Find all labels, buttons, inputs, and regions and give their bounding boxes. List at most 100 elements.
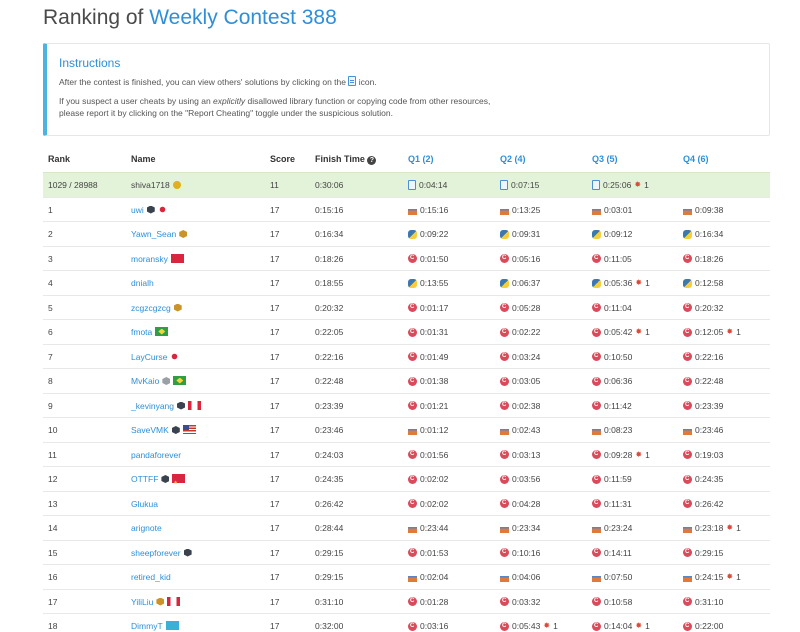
cpp-language-icon[interactable] xyxy=(592,614,601,632)
q4-submission[interactable]: 0:23:46 xyxy=(683,418,723,442)
cpp-language-icon[interactable] xyxy=(408,614,417,632)
q2-submission[interactable]: 0:10:16 xyxy=(500,540,540,565)
cpp-language-icon[interactable] xyxy=(683,491,692,515)
cpp-language-icon[interactable] xyxy=(592,442,601,466)
q1-submission[interactable]: 0:15:16 xyxy=(408,198,448,222)
java-language-icon[interactable] xyxy=(408,425,417,435)
q2-submission[interactable]: 0:04:28 xyxy=(500,491,540,516)
q3-submission[interactable]: 0:03:01 xyxy=(592,198,632,222)
q4-submission[interactable]: 0:22:16 xyxy=(683,344,723,369)
q1-submission[interactable]: 0:23:44 xyxy=(408,516,448,540)
username-link[interactable]: fmota xyxy=(131,327,153,337)
q3-submission[interactable]: 0:09:28✸1 xyxy=(592,442,650,467)
q1-submission[interactable]: 0:01:49 xyxy=(408,344,448,369)
python-language-icon[interactable] xyxy=(408,278,417,288)
username-link[interactable]: SaveVMK xyxy=(131,425,169,435)
cpp-language-icon[interactable] xyxy=(683,369,692,393)
q4-submission[interactable]: 0:12:05✸1 xyxy=(683,320,741,344)
q1-submission[interactable]: 0:01:12 xyxy=(408,418,448,442)
cpp-language-icon[interactable] xyxy=(592,540,601,564)
username-link[interactable]: Yawn_Sean xyxy=(131,229,177,239)
cpp-language-icon[interactable] xyxy=(408,246,417,270)
username-link[interactable]: zcgzcgzcg xyxy=(131,302,171,313)
q2-submission[interactable]: 0:05:28 xyxy=(500,295,540,320)
cpp-language-icon[interactable] xyxy=(408,540,417,564)
cpp-language-icon[interactable] xyxy=(408,393,417,417)
cpp-language-icon[interactable] xyxy=(408,295,417,319)
q3-submission[interactable]: 0:08:23 xyxy=(592,418,632,442)
header-q1-link[interactable]: Q1 (2) xyxy=(408,154,434,164)
java-language-icon[interactable] xyxy=(592,204,601,215)
cpp-language-icon[interactable] xyxy=(683,467,692,491)
q1-submission[interactable]: 0:01:28 xyxy=(408,589,448,614)
java-language-icon[interactable] xyxy=(500,523,509,533)
q2-submission[interactable]: 0:03:56 xyxy=(500,467,540,491)
cpp-language-icon[interactable] xyxy=(592,344,601,368)
cpp-language-icon[interactable] xyxy=(592,246,601,270)
username-link[interactable]: _kevinyang xyxy=(131,400,175,411)
username-link[interactable]: OTTFF xyxy=(131,474,159,484)
username-link[interactable]: DimmyT xyxy=(131,621,163,631)
cpp-language-icon[interactable] xyxy=(592,393,601,417)
username-link[interactable]: uwi xyxy=(131,204,144,215)
q1-submission[interactable]: 0:04:14 xyxy=(408,173,447,197)
q2-submission[interactable]: 0:02:38 xyxy=(500,393,540,418)
q3-submission[interactable]: 0:11:42 xyxy=(592,393,632,418)
q3-submission[interactable]: 0:23:24 xyxy=(592,516,632,540)
q2-submission[interactable]: 0:09:31 xyxy=(500,222,540,246)
q2-submission[interactable]: 0:06:37 xyxy=(500,271,540,295)
cpp-language-icon[interactable] xyxy=(592,320,601,344)
q3-submission[interactable]: 0:10:50 xyxy=(592,344,632,369)
python-language-icon[interactable] xyxy=(500,229,509,239)
java-language-icon[interactable] xyxy=(683,204,692,215)
q4-submission[interactable]: 0:18:26 xyxy=(683,246,723,271)
python-language-icon[interactable] xyxy=(683,229,692,239)
q4-submission[interactable]: 0:20:32 xyxy=(683,295,723,320)
cpp-language-icon[interactable] xyxy=(683,246,692,270)
python-language-icon[interactable] xyxy=(408,229,417,239)
username-link[interactable]: MvKaio xyxy=(131,376,160,386)
q2-submission[interactable]: 0:05:16 xyxy=(500,246,540,271)
solution-file-icon[interactable] xyxy=(408,180,416,190)
q3-submission[interactable]: 0:11:31 xyxy=(592,491,632,516)
java-language-icon[interactable] xyxy=(683,425,692,435)
header-q2-link[interactable]: Q2 (4) xyxy=(500,154,526,164)
q4-submission[interactable]: 0:12:58 xyxy=(683,271,723,295)
q3-submission[interactable]: 0:14:04✸1 xyxy=(592,614,650,632)
cpp-language-icon[interactable] xyxy=(500,540,509,564)
q4-submission[interactable]: 0:09:38 xyxy=(683,198,723,222)
java-language-icon[interactable] xyxy=(408,204,417,215)
q1-submission[interactable]: 0:01:50 xyxy=(408,246,448,271)
q1-submission[interactable]: 0:02:02 xyxy=(408,491,448,516)
python-language-icon[interactable] xyxy=(500,278,509,288)
q1-submission[interactable]: 0:02:02 xyxy=(408,467,448,491)
java-language-icon[interactable] xyxy=(592,523,601,533)
q1-submission[interactable]: 0:01:21 xyxy=(408,393,448,418)
java-language-icon[interactable] xyxy=(500,572,509,582)
q2-submission[interactable]: 0:02:43 xyxy=(500,418,540,442)
q3-submission[interactable]: 0:06:36 xyxy=(592,369,632,393)
q4-submission[interactable]: 0:16:34 xyxy=(683,222,723,246)
cpp-language-icon[interactable] xyxy=(500,295,509,319)
q1-submission[interactable]: 0:13:55 xyxy=(408,271,448,295)
q3-submission[interactable]: 0:05:42✸1 xyxy=(592,320,650,344)
q4-submission[interactable]: 0:29:15 xyxy=(683,540,723,565)
header-q3-link[interactable]: Q3 (5) xyxy=(592,154,618,164)
cpp-language-icon[interactable] xyxy=(408,491,417,515)
q1-submission[interactable]: 0:01:17 xyxy=(408,295,448,320)
solution-file-icon[interactable] xyxy=(500,180,508,190)
cpp-language-icon[interactable] xyxy=(408,442,417,466)
cpp-language-icon[interactable] xyxy=(500,344,509,368)
cpp-language-icon[interactable] xyxy=(500,491,509,515)
q1-submission[interactable]: 0:01:38 xyxy=(408,369,448,393)
q1-submission[interactable]: 0:09:22 xyxy=(408,222,448,246)
java-language-icon[interactable] xyxy=(408,523,417,533)
q3-submission[interactable]: 0:05:36 ✸ 1 xyxy=(592,271,650,295)
q4-submission[interactable]: 0:26:42 xyxy=(683,491,723,516)
cpp-language-icon[interactable] xyxy=(592,295,601,319)
cpp-language-icon[interactable] xyxy=(592,491,601,515)
cpp-language-icon[interactable] xyxy=(500,393,509,417)
cpp-language-icon[interactable] xyxy=(408,467,417,491)
username-link[interactable]: moransky xyxy=(131,253,168,264)
username-link[interactable]: retired_kid xyxy=(131,572,171,582)
